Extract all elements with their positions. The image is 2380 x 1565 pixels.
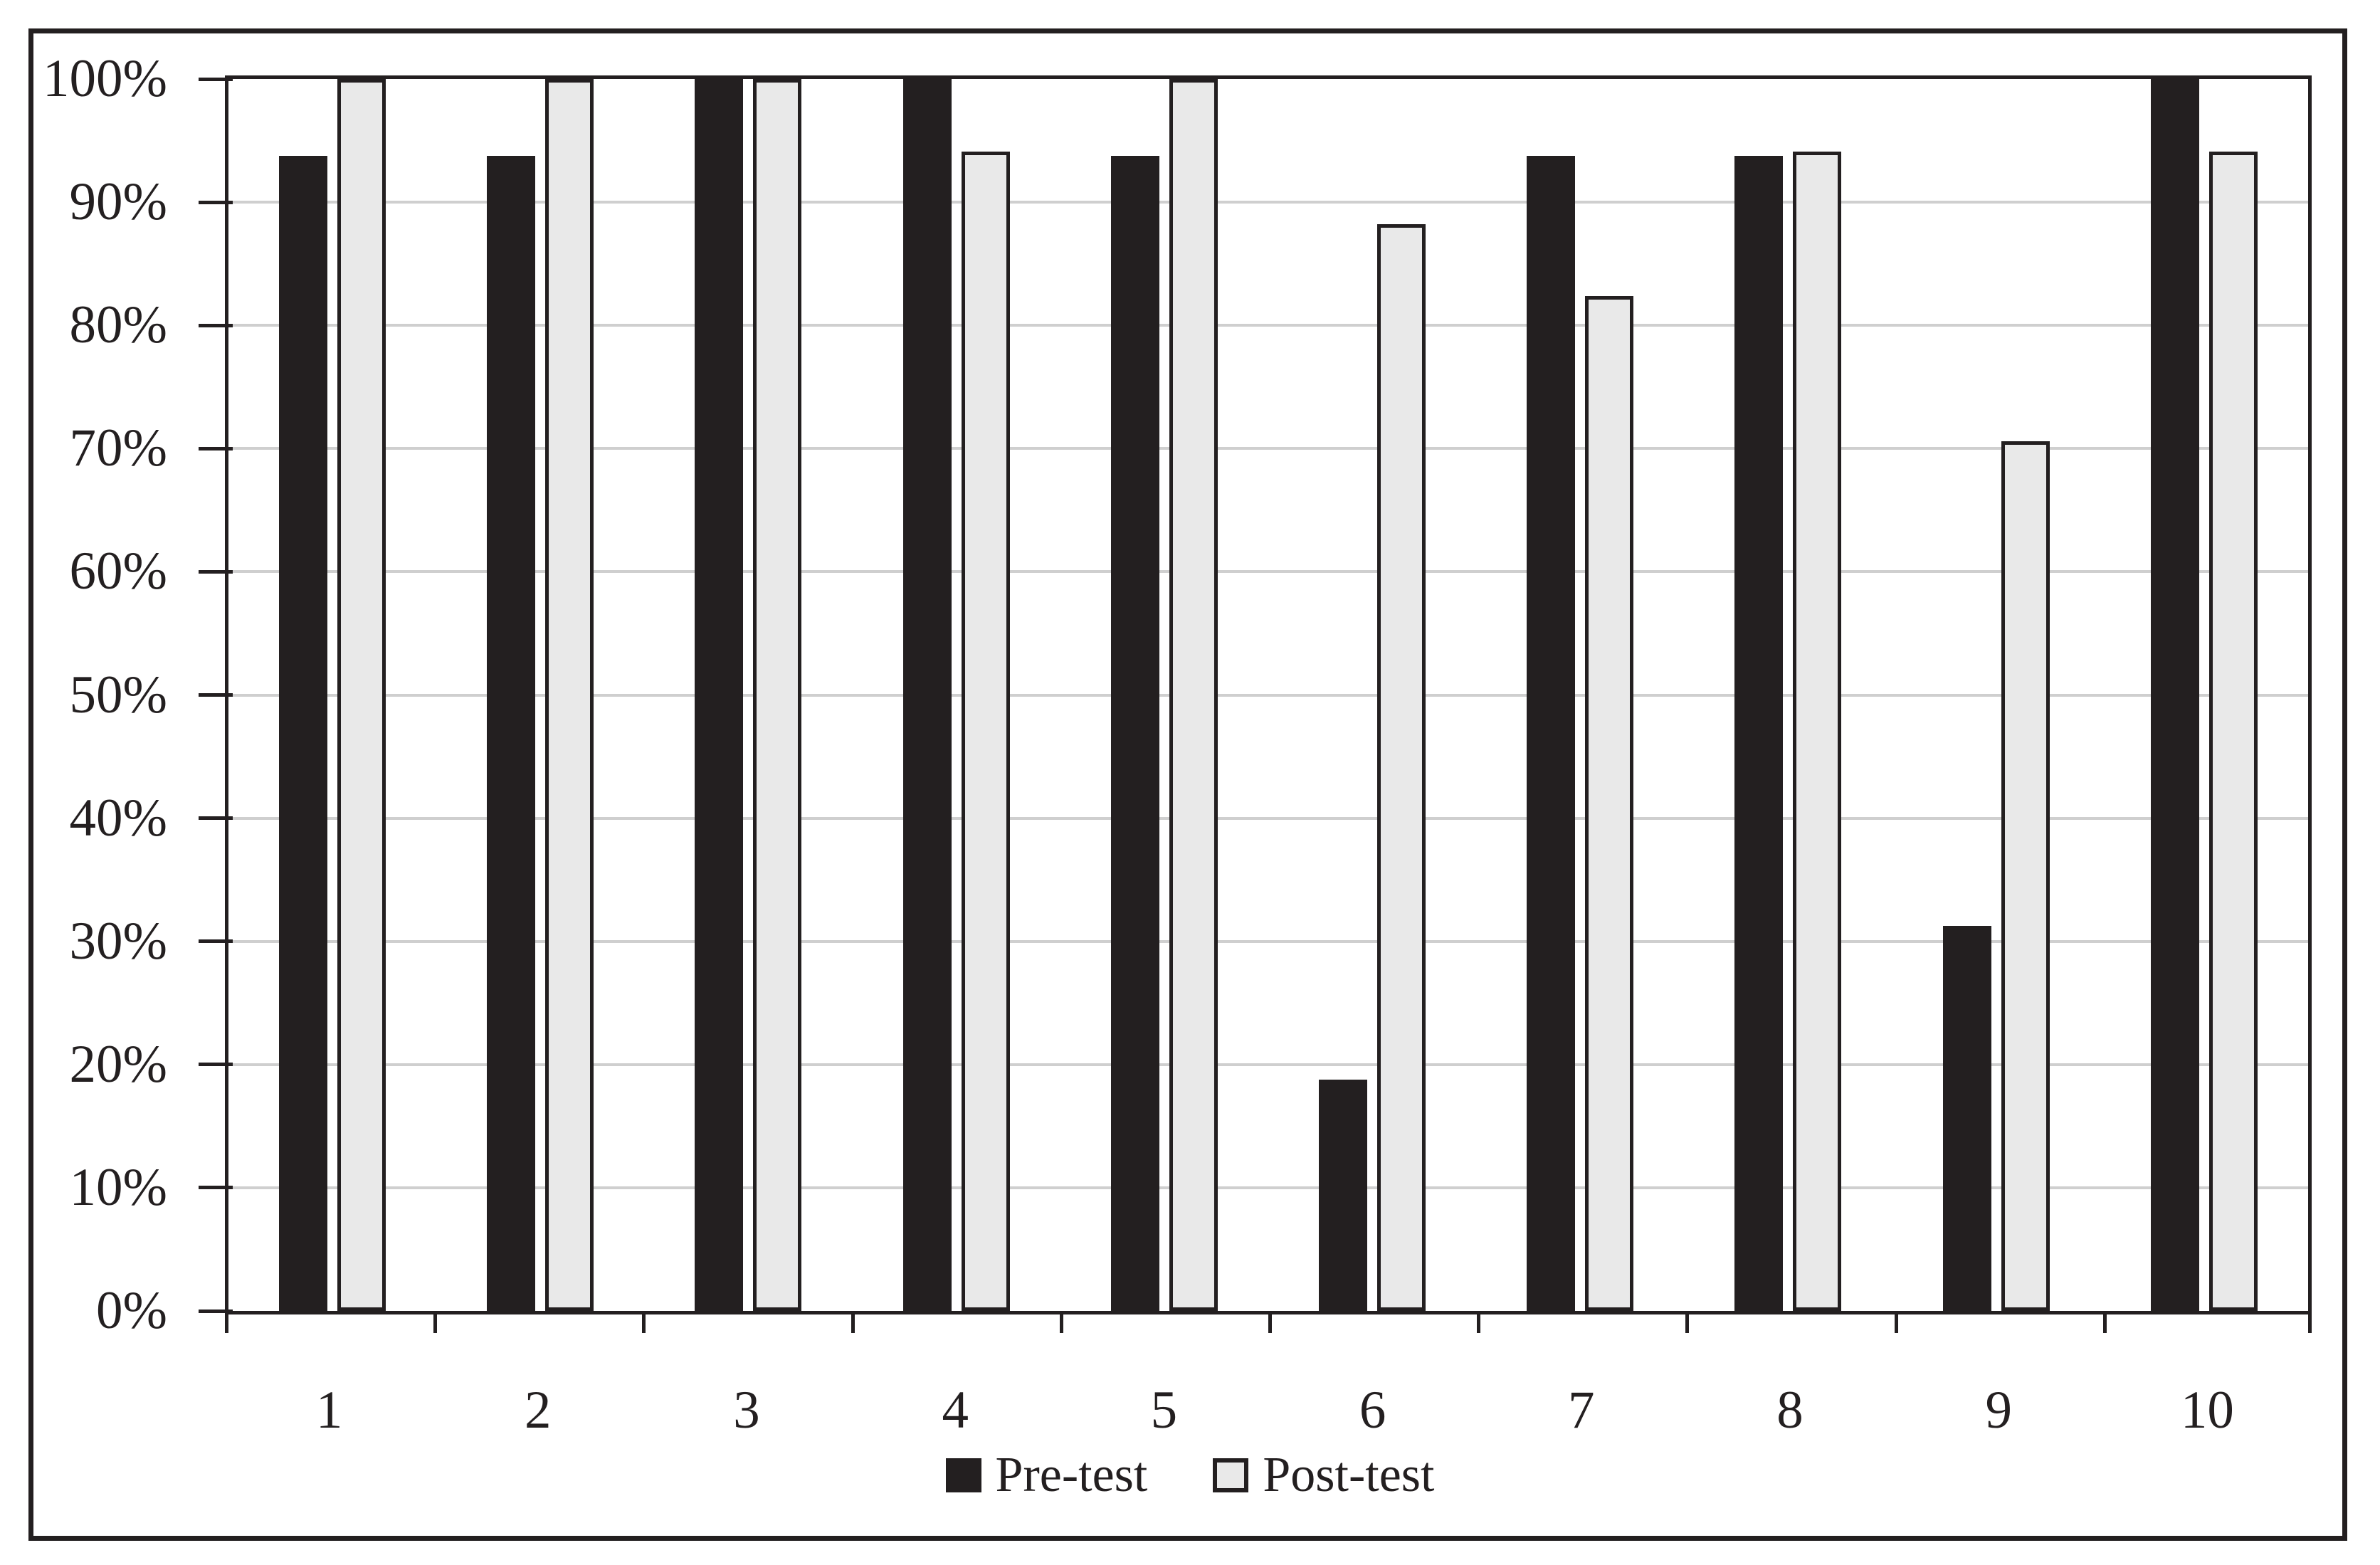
x-tick-boundary-5: [1268, 1312, 1272, 1333]
category-group-10: [2100, 79, 2308, 1311]
x-axis-label-9: 9: [1985, 1381, 2012, 1440]
x-axis-label-1: 1: [315, 1381, 343, 1440]
gridline-10pct: [228, 1186, 2308, 1189]
bar-pre-test-7: [1527, 156, 1576, 1311]
bar-pre-test-4: [902, 79, 952, 1311]
bar-post-test-7: [1585, 295, 1634, 1311]
y-tick-40%: [198, 816, 233, 821]
bar-post-test-8: [1793, 152, 1842, 1311]
bar-post-test-4: [961, 152, 1010, 1311]
x-axis-label-10: 10: [2180, 1381, 2234, 1440]
bar-pre-test-9: [1942, 926, 1991, 1311]
x-axis-label-6: 6: [1359, 1381, 1386, 1440]
y-tick-20%: [198, 1063, 233, 1067]
gridline-40pct: [228, 816, 2308, 820]
y-axis-label-40%: 40%: [69, 788, 167, 848]
y-axis-label-10%: 10%: [69, 1157, 167, 1217]
category-group-5: [1060, 79, 1268, 1311]
legend-swatch-pre-test: [945, 1458, 981, 1492]
bar-post-test-2: [545, 79, 594, 1311]
y-tick-10%: [198, 1186, 233, 1190]
bar-post-test-9: [2001, 441, 2050, 1311]
y-axis-label-20%: 20%: [69, 1034, 167, 1094]
y-axis-label-90%: 90%: [69, 172, 167, 232]
legend-swatch-post-test: [1213, 1458, 1249, 1492]
category-group-1: [228, 79, 436, 1311]
bar-post-test-10: [2208, 152, 2258, 1311]
gridline-30pct: [228, 939, 2308, 943]
y-tick-80%: [198, 323, 233, 327]
y-tick-90%: [198, 200, 233, 204]
y-tick-60%: [198, 569, 233, 574]
y-axis-label-50%: 50%: [69, 665, 167, 724]
x-tick-boundary-6: [1477, 1312, 1481, 1333]
y-tick-50%: [198, 693, 233, 697]
x-tick-boundary-8: [1894, 1312, 1898, 1333]
legend: Pre-test Post-test: [0, 1450, 2380, 1500]
category-group-6: [1268, 79, 1476, 1311]
category-group-8: [1684, 79, 1892, 1311]
category-group-3: [644, 79, 852, 1311]
y-tick-30%: [198, 939, 233, 944]
x-tick-boundary-1: [433, 1312, 438, 1333]
y-axis-label-80%: 80%: [69, 295, 167, 355]
y-axis-label-60%: 60%: [69, 542, 167, 601]
y-axis-label-0%: 0%: [96, 1281, 167, 1340]
x-tick-boundary-2: [642, 1312, 646, 1333]
x-axis-label-7: 7: [1568, 1381, 1595, 1440]
bar-pre-test-1: [279, 156, 328, 1311]
legend-label-pre-test: Pre-test: [995, 1448, 1148, 1502]
y-axis-label-100%: 100%: [43, 49, 167, 108]
bar-post-test-1: [337, 79, 386, 1311]
x-axis-label-5: 5: [1150, 1381, 1178, 1440]
bar-pre-test-2: [487, 156, 536, 1311]
x-axis-label-8: 8: [1776, 1381, 1804, 1440]
x-tick-boundary-7: [1685, 1312, 1690, 1333]
x-tick-boundary-0: [225, 1312, 228, 1333]
x-tick-boundary-3: [851, 1312, 855, 1333]
y-tick-0%: [198, 1309, 233, 1313]
gridline-80pct: [228, 324, 2308, 327]
gridline-20pct: [228, 1063, 2308, 1066]
x-axis-label-2: 2: [525, 1381, 552, 1440]
category-group-2: [436, 79, 644, 1311]
gridline-90pct: [228, 201, 2308, 204]
bar-post-test-3: [753, 79, 802, 1311]
x-axis-label-4: 4: [942, 1381, 969, 1440]
x-tick-boundary-4: [1059, 1312, 1063, 1333]
x-axis-label-3: 3: [733, 1381, 760, 1440]
y-axis-label-70%: 70%: [69, 418, 167, 478]
category-group-7: [1476, 79, 1684, 1311]
plot-area: [225, 75, 2312, 1314]
bar-post-test-5: [1169, 79, 1218, 1311]
bar-post-test-6: [1377, 224, 1426, 1311]
y-tick-70%: [198, 446, 233, 450]
category-group-9: [1892, 79, 2100, 1311]
x-tick-boundary-9: [2102, 1312, 2107, 1333]
bar-pre-test-5: [1110, 156, 1159, 1311]
legend-label-post-test: Post-test: [1263, 1448, 1435, 1502]
category-group-4: [853, 79, 1060, 1311]
bar-pre-test-8: [1734, 156, 1784, 1311]
bar-pre-test-6: [1319, 1080, 1368, 1311]
gridline-50pct: [228, 693, 2308, 697]
gridline-60pct: [228, 570, 2308, 574]
gridline-70pct: [228, 447, 2308, 450]
x-tick-boundary-10: [2308, 1312, 2312, 1333]
bar-pre-test-10: [2150, 79, 2199, 1311]
y-tick-100%: [198, 77, 233, 81]
y-axis-label-30%: 30%: [69, 911, 167, 971]
bar-pre-test-3: [695, 79, 744, 1311]
